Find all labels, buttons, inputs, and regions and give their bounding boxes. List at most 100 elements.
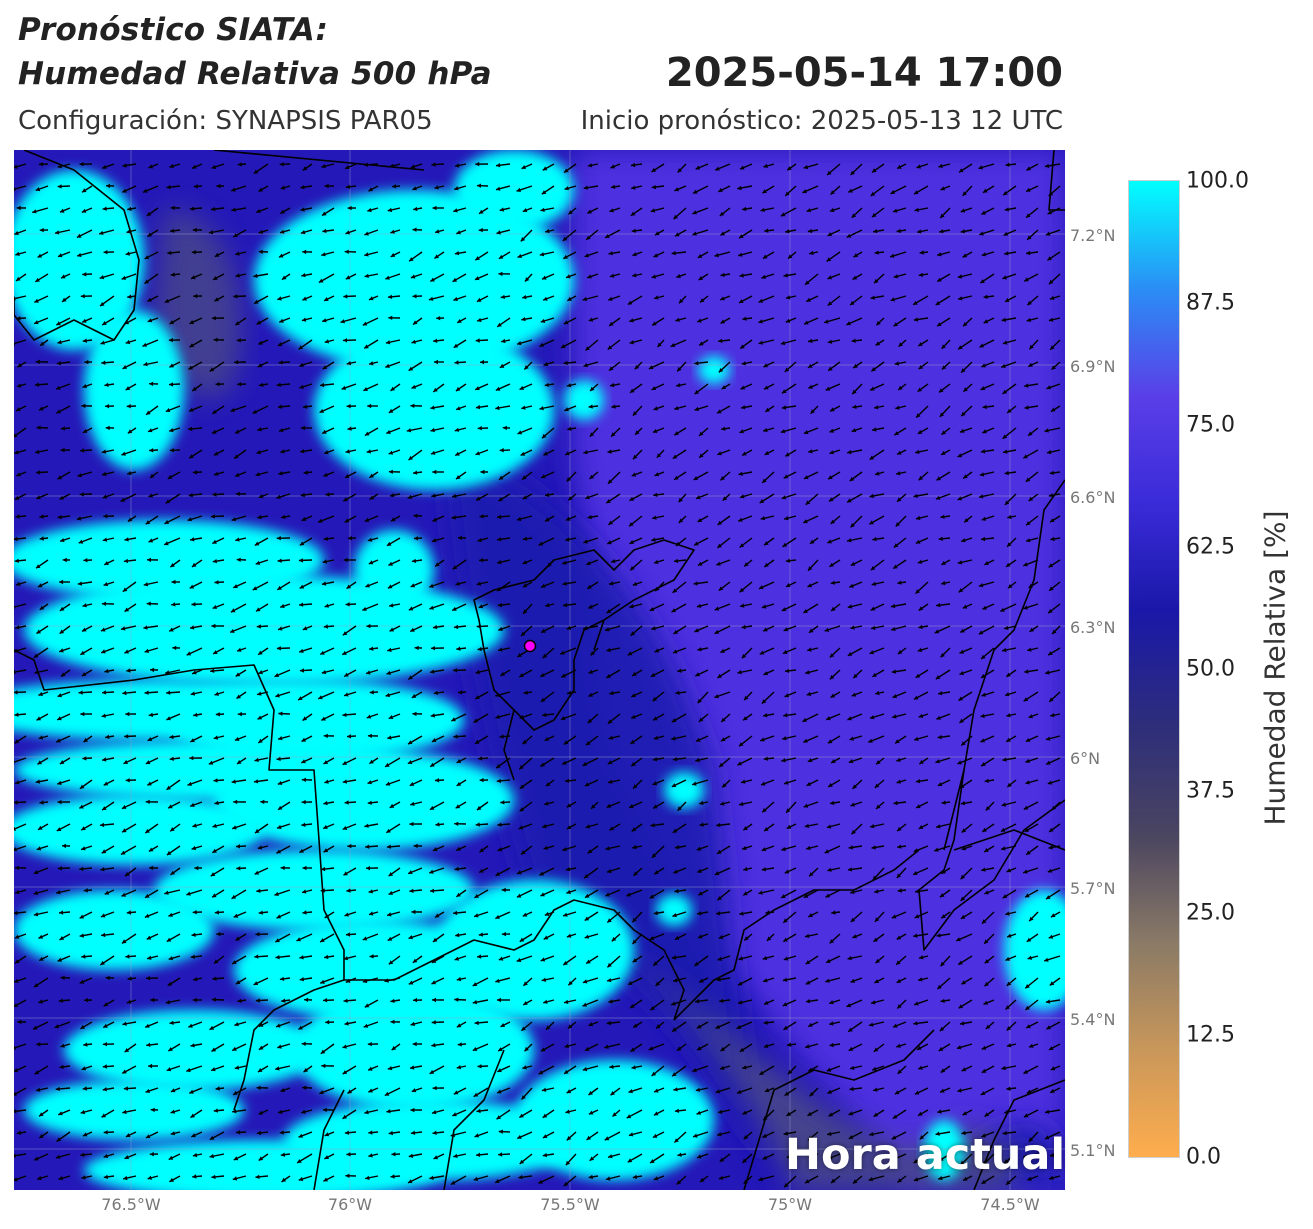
wind-arrow-head [302,716,307,721]
wind-arrow-head [495,1179,500,1183]
wind-arrow-head [1006,1086,1011,1091]
wind-arrow-head [829,207,835,213]
wind-arrow-head [57,164,62,169]
wind-arrow-head [695,757,700,763]
wind-arrow-head [590,386,595,391]
wind-arrow-head [761,847,767,852]
wind-arrow-head [475,669,480,675]
wind-arrow-head [543,999,548,1004]
wind-arrow-head [764,1088,770,1093]
wind-arrow-head [918,342,923,346]
wind-arrow-head [144,255,150,260]
wind-arrow-head [804,320,809,325]
wind-arrow-head [435,229,440,234]
wind-arrow-head [634,364,640,370]
wind-arrow-head [319,1090,324,1095]
wind-arrow-head [542,824,547,829]
wind-arrow-head [363,1023,369,1028]
wind-arrow-head [763,427,768,433]
wind-arrow-head [786,295,791,300]
wind-arrow-head [1028,362,1033,367]
wind-arrow-head [697,318,702,323]
wind-arrow-head [368,187,373,192]
wind-arrow-head [960,896,966,901]
wind-arrow-head [783,937,788,942]
wind-arrow-head [1049,470,1054,475]
wind-arrow-head [872,168,877,173]
wind-arrow-head [390,998,395,1003]
wind-arrow-head [103,514,108,519]
wind-arrow-head [695,672,700,677]
wind-arrow-head [829,450,834,455]
humidity-cell [24,575,504,685]
wind-arrow-head [676,273,681,279]
wind-arrow-head [347,426,352,431]
wind-arrow-head [890,603,896,609]
wind-arrow-head [345,275,351,280]
wind-arrow-head [736,1024,742,1029]
wind-arrow-head [146,410,151,415]
wind-arrow-head [256,888,261,893]
wind-arrow-head [896,935,902,940]
wind-arrow-head [498,1129,503,1134]
wind-arrow-head [366,866,370,871]
wind-arrow-head [82,627,87,632]
wind-arrow-head [607,449,612,454]
wind-arrow-head [939,412,945,417]
wind-arrow-head [342,650,347,655]
wind-arrow-head [545,228,550,234]
wind-arrow-head [584,253,590,258]
wind-arrow-head [122,365,127,369]
wind-arrow-head [717,896,722,901]
wind-arrow-head [453,343,459,348]
wind-arrow-head [721,385,727,390]
wind-arrow-head [941,430,946,435]
wind-arrow-head [254,757,259,762]
wind-arrow-head [938,1046,944,1051]
wind-arrow-head [299,668,305,673]
wind-arrow-head [743,1135,749,1140]
wind-arrow-head [1050,536,1055,542]
wind-arrow-head [629,496,634,501]
wind-arrow-head [345,449,350,454]
wind-arrow-head [34,1070,40,1075]
wind-arrow-head [831,759,836,763]
wind-arrow-head [739,543,745,548]
wind-arrow-head [803,738,808,743]
wind-arrow-head [851,692,857,697]
wind-arrow-head [320,938,325,942]
wind-arrow-head [627,1158,633,1163]
wind-arrow-head [389,803,395,808]
wind-arrow-head [830,580,835,585]
wind-arrow-head [565,537,570,542]
wind-arrow-head [164,298,170,303]
wind-arrow-head [1002,894,1008,899]
wind-arrow-head [413,470,418,475]
wind-arrow-head [737,670,742,675]
wind-arrow-head [742,845,747,851]
wind-arrow-head [189,343,194,348]
wind-arrow-head [300,449,305,454]
wind-arrow-head [604,1044,609,1049]
wind-arrow-head [1045,999,1051,1004]
wind-arrow-head [1051,365,1056,370]
wind-arrow-head [214,691,219,696]
wind-arrow-head [367,800,372,805]
wind-arrow-head [1052,629,1057,634]
border-line [593,619,605,651]
wind-arrow-head [983,319,989,324]
wind-arrow-head [803,519,808,524]
wind-arrow-head [301,516,307,521]
wind-arrow-head [104,668,109,674]
wind-arrow-head [633,784,638,789]
wind-arrow-head [15,625,20,630]
humidity-map [14,150,1065,1190]
wind-arrow-head [611,184,616,189]
wind-arrow-head [588,669,593,674]
wind-arrow-head [918,713,924,718]
wind-arrow-head [763,163,768,168]
wind-arrow-head [100,960,105,965]
wind-arrow-head [323,624,328,629]
wind-arrow-head [388,315,393,320]
wind-arrow-head [232,825,237,830]
